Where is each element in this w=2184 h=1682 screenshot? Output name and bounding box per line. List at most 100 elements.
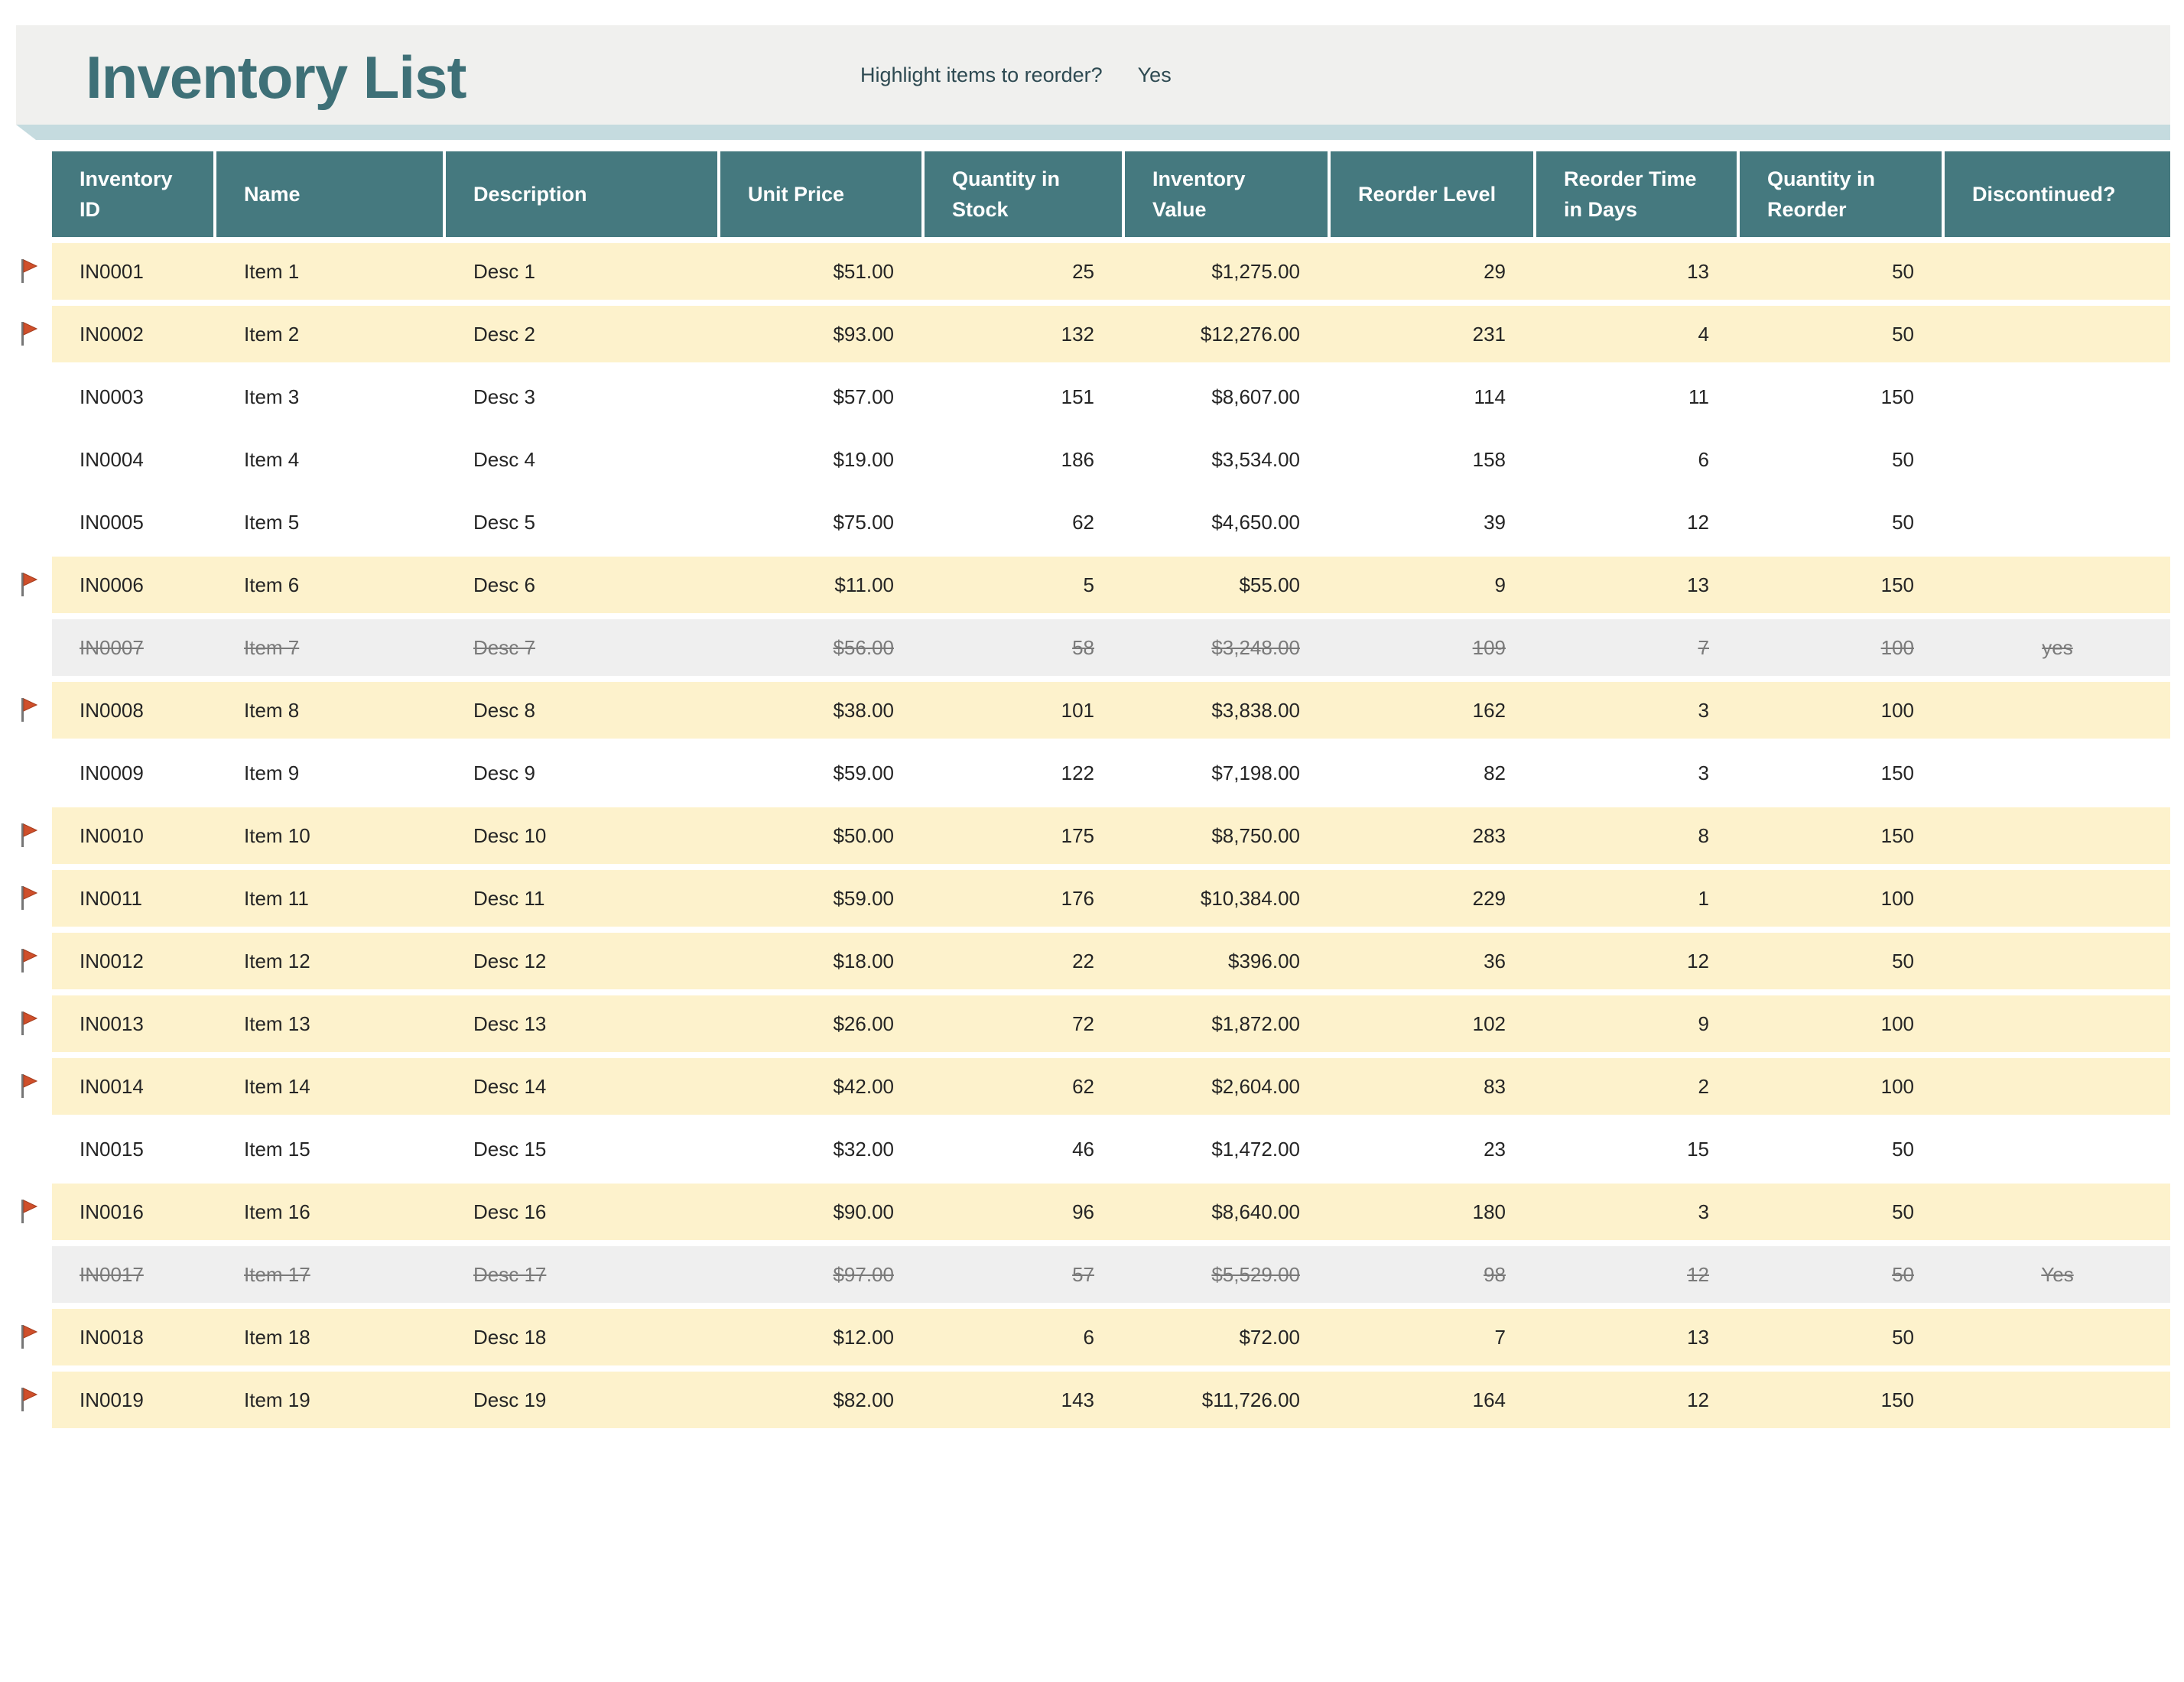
cell-IN0016-days[interactable]: 3 [1698, 1200, 1709, 1223]
cell-IN0018-id[interactable]: IN0018 [80, 1325, 144, 1349]
column-header-reorder[interactable]: Quantity in Reorder [1740, 151, 1942, 237]
cell-IN0017-stock[interactable]: 57 [1072, 1262, 1094, 1286]
cell-IN0012-disc[interactable] [1945, 933, 2170, 989]
cell-IN0019-disc[interactable] [1945, 1372, 2170, 1428]
cell-IN0014-value[interactable]: $2,604.00 [1211, 1074, 1300, 1098]
cell-IN0019-name[interactable]: Item 19 [244, 1388, 310, 1411]
cell-IN0011-desc[interactable]: Desc 11 [473, 886, 545, 910]
cell-IN0009-price[interactable]: $59.00 [833, 761, 894, 784]
cell-IN0014-reorder[interactable]: 100 [1880, 1074, 1914, 1098]
cell-IN0016-desc[interactable]: Desc 16 [473, 1200, 547, 1223]
cell-IN0011-level[interactable]: 229 [1472, 886, 1506, 910]
cell-IN0015-price[interactable]: $32.00 [833, 1137, 894, 1161]
cell-IN0005-price[interactable]: $75.00 [833, 510, 894, 534]
cell-IN0006-days[interactable]: 13 [1687, 573, 1709, 596]
cell-IN0005-name[interactable]: Item 5 [244, 510, 300, 534]
column-header-value[interactable]: Inventory Value [1125, 151, 1328, 237]
cell-IN0019-stock[interactable]: 143 [1061, 1388, 1094, 1411]
cell-IN0003-id[interactable]: IN0003 [80, 385, 144, 408]
cell-IN0011-name[interactable]: Item 11 [244, 886, 309, 910]
cell-IN0014-id[interactable]: IN0014 [80, 1074, 144, 1098]
cell-IN0012-value[interactable]: $396.00 [1228, 949, 1300, 973]
cell-IN0003-level[interactable]: 114 [1474, 385, 1506, 408]
cell-IN0019-reorder[interactable]: 150 [1880, 1388, 1914, 1411]
cell-IN0014-price[interactable]: $42.00 [833, 1074, 894, 1098]
cell-IN0008-days[interactable]: 3 [1698, 698, 1709, 722]
cell-IN0001-value[interactable]: $1,275.00 [1211, 259, 1300, 283]
cell-IN0017-days[interactable]: 12 [1687, 1262, 1709, 1286]
cell-IN0017-value[interactable]: $5,529.00 [1211, 1262, 1300, 1286]
cell-IN0002-desc[interactable]: Desc 2 [473, 322, 535, 346]
cell-IN0006-name[interactable]: Item 6 [244, 573, 300, 596]
cell-IN0014-days[interactable]: 2 [1698, 1074, 1709, 1098]
cell-IN0016-price[interactable]: $90.00 [833, 1200, 894, 1223]
cell-IN0008-desc[interactable]: Desc 8 [473, 698, 535, 722]
cell-IN0002-value[interactable]: $12,276.00 [1200, 322, 1300, 346]
cell-IN0013-reorder[interactable]: 100 [1880, 1011, 1914, 1035]
cell-IN0017-reorder[interactable]: 50 [1892, 1262, 1914, 1286]
cell-IN0019-days[interactable]: 12 [1687, 1388, 1709, 1411]
cell-IN0004-level[interactable]: 158 [1472, 447, 1506, 471]
cell-IN0009-reorder[interactable]: 150 [1880, 761, 1914, 784]
cell-IN0003-disc[interactable] [1945, 369, 2170, 425]
cell-IN0002-price[interactable]: $93.00 [833, 322, 894, 346]
column-header-desc[interactable]: Description [446, 151, 717, 237]
cell-IN0008-disc[interactable] [1945, 682, 2170, 739]
cell-IN0016-value[interactable]: $8,640.00 [1211, 1200, 1300, 1223]
cell-IN0015-stock[interactable]: 46 [1072, 1137, 1094, 1161]
cell-IN0004-desc[interactable]: Desc 4 [473, 447, 535, 471]
cell-IN0007-price[interactable]: $56.00 [833, 635, 894, 659]
cell-IN0006-value[interactable]: $55.00 [1239, 573, 1300, 596]
cell-IN0012-desc[interactable]: Desc 12 [473, 949, 547, 973]
cell-IN0007-disc[interactable]: yes [2042, 635, 2073, 659]
cell-IN0003-price[interactable]: $57.00 [833, 385, 894, 408]
cell-IN0015-reorder[interactable]: 50 [1892, 1137, 1914, 1161]
cell-IN0007-id[interactable]: IN0007 [80, 635, 144, 659]
cell-IN0001-reorder[interactable]: 50 [1892, 259, 1914, 283]
cell-IN0018-days[interactable]: 13 [1687, 1325, 1709, 1349]
cell-IN0019-id[interactable]: IN0019 [80, 1388, 144, 1411]
column-header-name[interactable]: Name [216, 151, 443, 237]
column-header-disc[interactable]: Discontinued? [1945, 151, 2170, 237]
cell-IN0002-disc[interactable] [1945, 306, 2170, 362]
cell-IN0007-stock[interactable]: 58 [1072, 635, 1094, 659]
cell-IN0002-reorder[interactable]: 50 [1892, 322, 1914, 346]
column-header-stock[interactable]: Quantity in Stock [925, 151, 1122, 237]
cell-IN0001-disc[interactable] [1945, 243, 2170, 300]
cell-IN0001-days[interactable]: 13 [1687, 259, 1709, 283]
cell-IN0018-disc[interactable] [1945, 1309, 2170, 1365]
cell-IN0004-value[interactable]: $3,534.00 [1211, 447, 1300, 471]
cell-IN0015-disc[interactable] [1945, 1121, 2170, 1177]
cell-IN0012-reorder[interactable]: 50 [1892, 949, 1914, 973]
cell-IN0005-id[interactable]: IN0005 [80, 510, 144, 534]
cell-IN0003-desc[interactable]: Desc 3 [473, 385, 535, 408]
cell-IN0005-reorder[interactable]: 50 [1892, 510, 1914, 534]
cell-IN0014-stock[interactable]: 62 [1072, 1074, 1094, 1098]
cell-IN0010-value[interactable]: $8,750.00 [1211, 823, 1300, 847]
cell-IN0019-value[interactable]: $11,726.00 [1201, 1388, 1300, 1411]
cell-IN0011-stock[interactable]: 176 [1061, 886, 1094, 910]
cell-IN0018-desc[interactable]: Desc 18 [473, 1325, 547, 1349]
cell-IN0019-level[interactable]: 164 [1472, 1388, 1506, 1411]
cell-IN0008-value[interactable]: $3,838.00 [1211, 698, 1300, 722]
cell-IN0015-desc[interactable]: Desc 15 [473, 1137, 547, 1161]
cell-IN0014-disc[interactable] [1945, 1058, 2170, 1115]
cell-IN0004-days[interactable]: 6 [1698, 447, 1709, 471]
cell-IN0006-price[interactable]: $11.00 [834, 573, 894, 596]
cell-IN0014-name[interactable]: Item 14 [244, 1074, 310, 1098]
cell-IN0014-desc[interactable]: Desc 14 [473, 1074, 547, 1098]
cell-IN0013-id[interactable]: IN0013 [80, 1011, 144, 1035]
cell-IN0008-price[interactable]: $38.00 [833, 698, 894, 722]
cell-IN0004-disc[interactable] [1945, 431, 2170, 488]
cell-IN0015-name[interactable]: Item 15 [244, 1137, 310, 1161]
cell-IN0005-desc[interactable]: Desc 5 [473, 510, 535, 534]
cell-IN0018-price[interactable]: $12.00 [833, 1325, 894, 1349]
cell-IN0005-level[interactable]: 39 [1484, 510, 1506, 534]
cell-IN0015-days[interactable]: 15 [1687, 1137, 1709, 1161]
cell-IN0011-value[interactable]: $10,384.00 [1200, 886, 1300, 910]
cell-IN0001-desc[interactable]: Desc 1 [473, 259, 535, 283]
cell-IN0019-price[interactable]: $82.00 [833, 1388, 894, 1411]
cell-IN0003-days[interactable]: 11 [1688, 385, 1709, 408]
cell-IN0003-value[interactable]: $8,607.00 [1211, 385, 1300, 408]
cell-IN0012-days[interactable]: 12 [1687, 949, 1709, 973]
